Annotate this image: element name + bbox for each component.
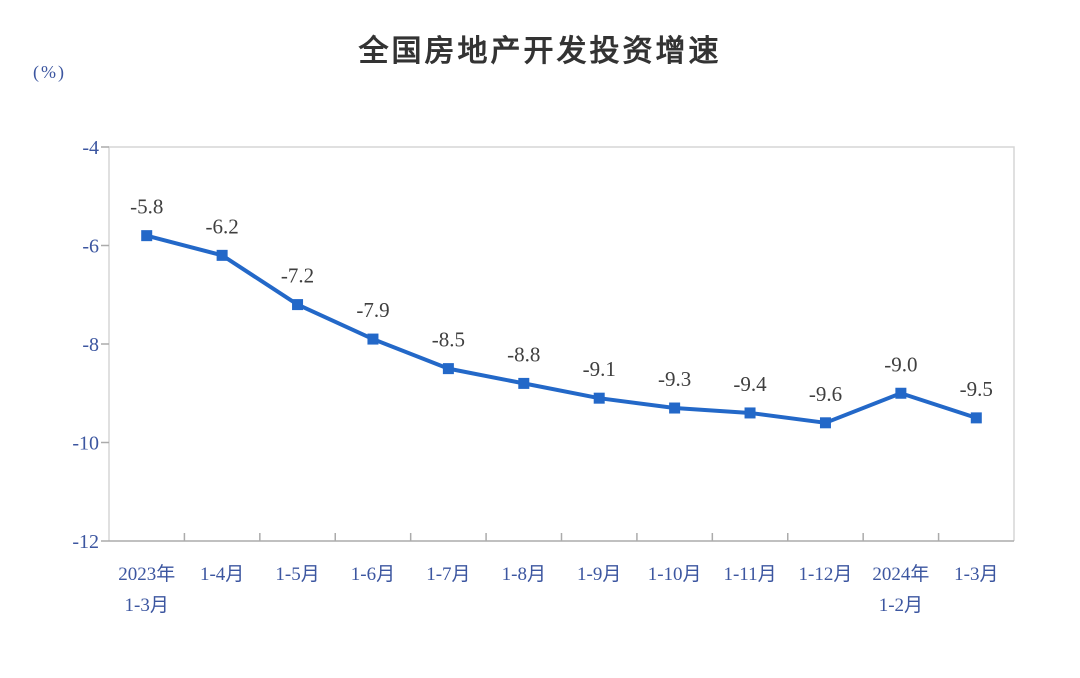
x-axis-label: 1-8月 (502, 564, 546, 585)
data-point-label: -9.0 (884, 352, 917, 376)
x-axis-label: 1-3月 (125, 595, 169, 616)
data-point-label: -5.8 (130, 195, 163, 219)
x-axis-label: 1-10月 (648, 564, 702, 585)
data-point-marker (970, 412, 982, 424)
series-line (144, 233, 979, 425)
chart-title: 全国房地产开发投资增速 (358, 34, 722, 69)
data-point-label: -9.5 (960, 377, 993, 401)
x-axis-label: 1-5月 (275, 564, 319, 585)
data-point-label: -7.2 (281, 264, 314, 288)
data-point-label: -9.4 (733, 372, 767, 396)
data-point-marker (216, 249, 228, 261)
y-tick-label: -6 (82, 236, 99, 258)
data-point-marker (895, 387, 907, 399)
data-point-marker (819, 417, 831, 429)
x-axis-label: 2024年 (872, 563, 929, 585)
data-point-label: -9.6 (809, 382, 842, 406)
data-point-label: -9.3 (658, 367, 691, 391)
y-axis-unit-label: (%) (33, 62, 66, 82)
y-tick-label: -8 (82, 334, 99, 356)
x-axis-label: 1-2月 (879, 595, 923, 616)
y-tick-label: -12 (72, 531, 99, 553)
data-point-marker (442, 363, 454, 375)
y-tick-label: -4 (82, 137, 99, 159)
data-point-marker (367, 333, 379, 345)
data-point-marker (669, 402, 681, 414)
data-point-marker (744, 407, 756, 419)
data-point-label: -8.5 (432, 328, 465, 352)
x-axis-label: 1-11月 (723, 564, 776, 585)
x-axis-label: 2023年 (118, 563, 175, 585)
y-tick-label: -10 (72, 433, 99, 455)
x-axis-label: 1-12月 (799, 564, 853, 585)
data-point-label: -9.1 (583, 357, 616, 381)
x-axis-label: 1-6月 (351, 564, 395, 585)
x-axis-label: 1-3月 (954, 564, 998, 585)
x-axis-label: 1-7月 (426, 564, 470, 585)
data-point-label: -6.2 (206, 214, 239, 238)
x-axis-label: 1-4月 (200, 564, 244, 585)
data-point-marker (292, 299, 304, 311)
data-point-label: -7.9 (356, 298, 389, 322)
data-point-label: -8.8 (507, 342, 540, 366)
data-point-marker (593, 392, 605, 404)
x-axis-label: 1-9月 (577, 564, 621, 585)
data-point-marker (141, 230, 153, 242)
plot-border (108, 146, 1015, 541)
data-point-marker (518, 377, 530, 389)
